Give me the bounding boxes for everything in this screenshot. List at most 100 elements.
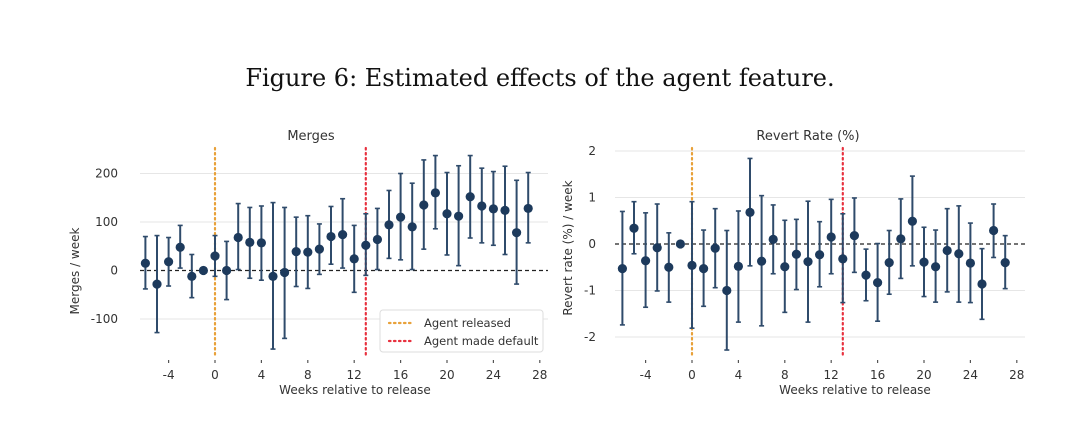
data-point [256,238,266,248]
legend: Agent released Agent made default [379,309,544,353]
data-point [500,205,510,215]
y-tick-label: 1 [588,191,596,205]
x-tick-label: 16 [870,368,885,382]
data-point [488,204,498,214]
data-point [164,257,174,267]
x-tick-label: 20 [916,368,931,382]
x-tick-label: 20 [439,368,454,382]
data-point [419,200,429,210]
x-tick-label: 16 [393,368,408,382]
gridlines [615,150,1025,338]
data-point [280,267,290,278]
data-point [303,247,313,257]
data-point [140,258,150,268]
data-point [222,265,232,276]
data-point [477,201,487,211]
data-point [838,254,848,264]
data-point [989,225,999,236]
x-axis-ticks: -4 0 4 8 12 16 20 24 28 [163,360,547,382]
data-point [1000,258,1010,268]
data-point [338,230,348,240]
merges-chart: Merges -4 0 4 8 12 16 20 24 28 -100 0 100 200 Weeks… [68,129,548,397]
x-tick-label: 12 [347,368,362,382]
x-tick-label: 12 [824,368,839,382]
chart-title: Revert Rate (%) [756,129,859,144]
legend-label-agent-default: Agent made default [424,334,539,348]
x-tick-label: 8 [781,368,789,382]
data-point [861,270,871,280]
y-tick-label: -100 [91,312,118,326]
figure-title: Figure 6: Estimated effects of the agent… [245,64,835,92]
data-point [152,279,162,289]
data-point [175,242,185,252]
data-point [245,237,255,247]
data-point [780,262,790,272]
data-point [849,231,859,241]
x-tick-label: -4 [640,368,652,382]
y-tick-label: -1 [584,284,596,298]
data-point [454,211,464,221]
data-point [710,243,720,253]
data-point [757,256,767,266]
y-tick-label: 0 [588,237,596,251]
data-point [954,249,964,259]
data-point [314,244,324,254]
y-tick-label: -2 [584,330,596,344]
data-point [664,262,674,272]
data-point [942,245,952,256]
x-axis-label: Weeks relative to release [779,383,931,397]
chart-title: Merges [287,129,335,144]
x-tick-label: 4 [258,368,266,382]
data-point [511,228,522,238]
data-point [268,271,278,281]
revert-rate-chart: Revert Rate (%) -4 0 4 8 12 16 20 24 28 -2-1012 … [561,129,1025,397]
data-point [210,251,220,261]
data-points [617,207,1010,296]
data-point [652,243,662,253]
legend-label-agent-released: Agent released [424,316,511,330]
x-tick-label: -4 [163,368,175,382]
x-tick-label: 8 [304,368,312,382]
x-tick-label: 0 [211,368,219,382]
data-point [965,258,975,268]
data-point [326,231,336,242]
y-tick-label: 200 [95,167,118,181]
data-point [384,220,394,230]
y-tick-label: 0 [110,264,118,278]
data-point [873,277,883,288]
data-point [699,264,709,274]
data-point [768,234,778,244]
data-point [349,254,359,264]
y-axis-label: Revert rate (%) / week [561,180,575,315]
data-point [803,257,813,267]
data-point [884,258,894,268]
legend-box [379,309,544,353]
data-point [919,257,929,267]
data-point [198,265,208,276]
x-tick-label: 28 [1009,368,1024,382]
data-point [442,209,452,219]
data-point [187,271,197,281]
y-tick-label: 2 [588,144,596,158]
data-point [523,203,533,214]
data-point [687,260,697,270]
data-point [396,212,406,222]
data-point [977,279,987,289]
data-point [745,207,755,217]
gridlines [140,173,548,320]
y-axis-ticks: -100 0 100 200 [91,167,118,327]
data-points [140,188,533,289]
data-point [815,250,825,260]
x-tick-label: 24 [486,368,501,382]
y-axis-label: Merges / week [68,227,82,314]
y-axis-ticks: -2 -1 0 1 2 [584,144,596,344]
y-tick-label: 100 [95,215,118,229]
data-point [361,240,371,250]
data-point [931,262,941,272]
x-tick-label: 0 [688,368,696,382]
data-point [791,249,801,259]
data-point [465,192,475,202]
data-point [733,261,743,271]
data-point [372,234,382,245]
data-point [407,222,417,232]
